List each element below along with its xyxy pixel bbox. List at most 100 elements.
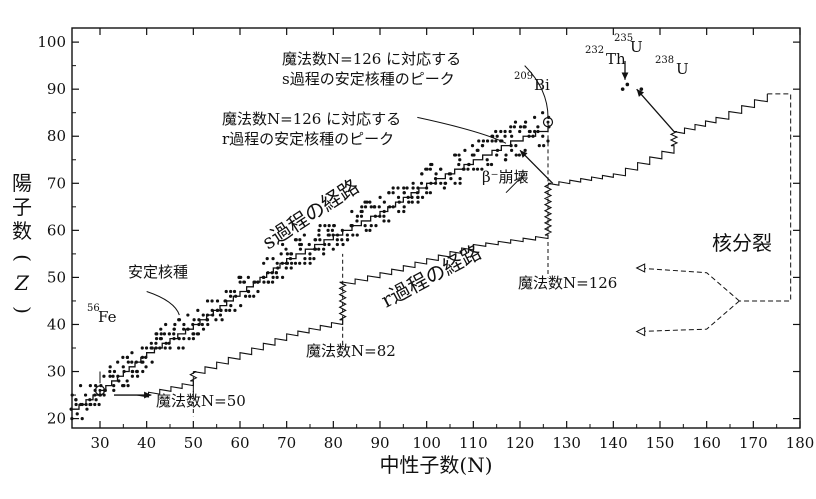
- stable-nuclide-dot: [480, 144, 485, 148]
- stable-nuclide-dot: [360, 205, 364, 209]
- r-peak-label-1: 魔法数N=126 に対応する: [222, 110, 401, 128]
- stable-nuclide-dot: [173, 322, 177, 327]
- stable-nuclide-dot: [396, 186, 400, 190]
- stable-nuclide-dot: [318, 238, 322, 242]
- stable-nuclide-dot: [397, 209, 401, 214]
- stable-nuclide-dot: [164, 322, 168, 327]
- stable-nuclide-dot: [270, 280, 275, 284]
- stable-nuclide-dot: [541, 111, 545, 115]
- stable-nuclide-dot: [121, 365, 125, 369]
- y-tick-label: 60: [47, 221, 66, 239]
- stable-nuclide-dot: [495, 134, 499, 138]
- x-tick-label: 140: [599, 434, 628, 452]
- svg-text:U: U: [676, 60, 689, 78]
- stable-nuclide-dot: [322, 252, 326, 256]
- y-tick-label: 20: [47, 410, 66, 428]
- stable-nuclide-dot: [523, 148, 527, 152]
- stable-nuclide-dot: [350, 209, 354, 214]
- fission-bracket: [739, 93, 792, 302]
- stable-nuclide-dot: [463, 148, 467, 152]
- stable-nuclide-dot: [364, 228, 368, 232]
- stable-nuclide-dot: [248, 294, 252, 298]
- stable-nuclide-dot: [182, 322, 186, 327]
- stable-nuclide-dot: [210, 299, 214, 303]
- stable-nuclide-dot: [382, 219, 386, 223]
- stable-nuclide-dot: [256, 289, 260, 294]
- stable-nuclide-dot: [303, 261, 307, 265]
- stable-nuclide-dot: [331, 247, 335, 251]
- stable-nuclide-dot: [327, 224, 331, 228]
- x-tick-label: 130: [552, 434, 581, 452]
- bi209-label: 209 Bi: [514, 71, 550, 94]
- stable-nuclide-dot: [135, 369, 139, 374]
- stable-nuclide-dot: [196, 308, 200, 312]
- stable-nuclide-dot: [313, 238, 317, 242]
- stable-nuclide-dot: [177, 318, 182, 322]
- stable-nuclide-dot: [262, 261, 266, 265]
- stable-nuclide-dot: [302, 233, 306, 237]
- stable-nuclide-dot: [335, 238, 339, 242]
- stable-nuclide-dot: [279, 252, 283, 256]
- fission-arrow-lower: [636, 300, 740, 333]
- stable-nuclide-dot: [191, 336, 196, 341]
- s-start-arrow-head: [144, 391, 152, 399]
- stable-nuclide-dot: [121, 384, 125, 388]
- r-peak-callout: [417, 116, 507, 144]
- stable-nuclide-dot: [396, 195, 401, 200]
- stable-nuclide-dot: [368, 228, 372, 232]
- stable-nuclide-dot: [308, 256, 312, 261]
- stable-nuclide-dot: [340, 238, 344, 242]
- stable-nuclide-dot: [419, 181, 424, 185]
- stable-nuclide-dot: [542, 144, 546, 148]
- stable-nuclide-dot: [167, 332, 171, 336]
- y-tick-label: 70: [47, 174, 66, 192]
- stable-nuclide-dot: [121, 355, 125, 360]
- stable-nuclide-dot: [377, 205, 381, 209]
- x-tick-label: 100: [412, 434, 441, 452]
- fission-arrow-upper: [636, 267, 740, 302]
- stable-nuclide-dot: [172, 327, 176, 331]
- stable-nuclide-dot: [369, 224, 373, 228]
- stable-nuclide-dot: [275, 275, 279, 280]
- stable-nuclide-dot: [470, 144, 475, 148]
- x-tick-label: 70: [277, 434, 296, 452]
- stable-nuclide-dot: [510, 148, 514, 152]
- stable-nuclide-dot: [172, 332, 176, 336]
- stable-nuclide-dot: [215, 299, 220, 303]
- stable-nuclide-dot: [108, 365, 112, 369]
- stable-nuclide-dot: [363, 224, 367, 228]
- svg-text:209: 209: [514, 71, 533, 82]
- x-tick-label: 30: [90, 434, 109, 452]
- stable-nuclide-dot: [144, 365, 148, 369]
- x-tick-label: 90: [370, 434, 389, 452]
- stable-nuclide-dot: [359, 209, 363, 214]
- stable-nuclide-dot: [466, 167, 470, 171]
- stable-nuclide-dot: [323, 224, 327, 228]
- stable-nuclide-dot: [229, 289, 233, 294]
- stable-nuclide-dot: [85, 407, 89, 411]
- stable-nuclide-dot: [168, 346, 172, 350]
- stable-nuclide-dot: [368, 200, 372, 204]
- stable-nuclide-dot: [439, 167, 443, 171]
- s-path-label: s過程の経路: [258, 174, 364, 254]
- stable-nuclide-dot: [224, 289, 228, 294]
- circled-nuclide-marker: [542, 117, 554, 128]
- y-tick-label: 90: [47, 80, 66, 98]
- stable-nuclide-dot: [355, 219, 359, 223]
- stable-nuclide-dot: [425, 191, 429, 195]
- stable-nuclide-dot: [514, 144, 518, 148]
- y-tick-label: 40: [47, 315, 66, 333]
- stable-nuclide-dot: [411, 186, 415, 190]
- stable-nuclide-dot: [94, 398, 98, 402]
- svg-text:232: 232: [585, 45, 604, 56]
- stable-nuclide-dot: [293, 261, 298, 265]
- stable-nuclide-dot: [372, 205, 376, 209]
- stable-nuclide-dot: [494, 139, 498, 143]
- stable-nuclide-dot: [181, 346, 185, 350]
- stable-nuclide-dot: [510, 134, 514, 138]
- stable-nuclide-dot: [490, 139, 494, 143]
- stable-nuclide-dot: [472, 167, 476, 171]
- s-process-path: [72, 126, 549, 410]
- stable-nuclide-dot: [149, 341, 153, 345]
- stable-nuclide-dot: [88, 384, 92, 388]
